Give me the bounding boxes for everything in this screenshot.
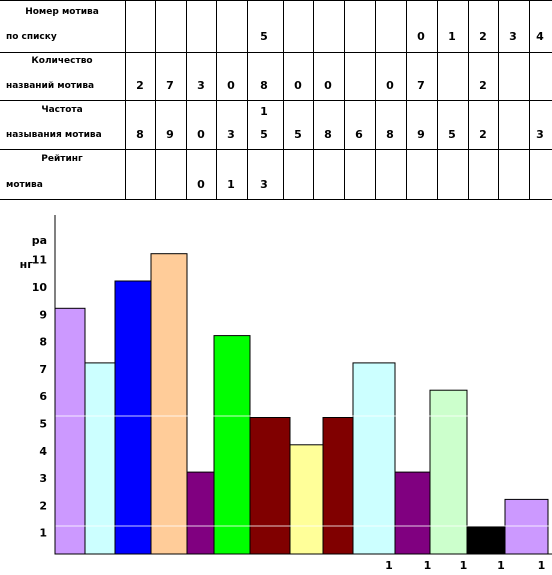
table-cell: 3 bbox=[536, 128, 544, 141]
x-tick-label: 1 bbox=[385, 559, 393, 572]
table-cell: 7 bbox=[417, 79, 425, 92]
row-label: называния мотива bbox=[6, 130, 102, 140]
table-column-border bbox=[375, 0, 376, 200]
y-tick-label: 10 bbox=[32, 281, 48, 294]
y-tick-label: 3 bbox=[39, 472, 47, 485]
y-tick-label: 4 bbox=[39, 445, 47, 458]
row-label: Номер мотива bbox=[25, 7, 99, 17]
table-column-border bbox=[344, 0, 345, 200]
table-cell: 6 bbox=[355, 128, 363, 141]
row-label: Рейтинг bbox=[41, 154, 83, 164]
y-axis-label: нг bbox=[20, 258, 34, 271]
table-border bbox=[0, 0, 552, 1]
y-tick-label: 2 bbox=[39, 499, 47, 512]
table-column-border bbox=[155, 0, 156, 200]
table-cell: 5 bbox=[294, 128, 302, 141]
bar bbox=[54, 307, 86, 555]
bar bbox=[322, 417, 354, 555]
table-border bbox=[0, 199, 552, 200]
table-cell: 0 bbox=[417, 30, 425, 43]
table-border bbox=[0, 149, 552, 150]
bar bbox=[504, 498, 549, 555]
table-cell: 3 bbox=[509, 30, 517, 43]
table-cell: 5 bbox=[448, 128, 456, 141]
table-cell: 8 bbox=[260, 79, 268, 92]
bar bbox=[352, 362, 396, 555]
table-cell: 8 bbox=[324, 128, 332, 141]
table-column-border bbox=[186, 0, 187, 200]
y-tick-label: 1 bbox=[39, 527, 47, 540]
table-cell: 7 bbox=[166, 79, 174, 92]
row-label: Частота bbox=[41, 105, 83, 115]
table-cell: 0 bbox=[294, 79, 302, 92]
table-cell: 3 bbox=[260, 178, 268, 191]
table-column-border bbox=[468, 0, 469, 200]
bar bbox=[249, 417, 291, 555]
y-tick-label: 11 bbox=[32, 254, 47, 267]
y-tick-label: 7 bbox=[39, 363, 47, 376]
x-tick-label: 1 bbox=[460, 559, 468, 572]
row-label: Количество bbox=[31, 56, 93, 66]
y-tick-label: 9 bbox=[39, 308, 47, 321]
table-border bbox=[0, 100, 552, 101]
table-column-border bbox=[437, 0, 438, 200]
table-column-border bbox=[313, 0, 314, 200]
y-axis-label: ра bbox=[32, 234, 47, 247]
row-label: мотива bbox=[6, 180, 43, 190]
table-cell: 0 bbox=[197, 178, 205, 191]
row-label: названий мотива bbox=[6, 81, 95, 91]
bar bbox=[213, 335, 251, 555]
bar bbox=[114, 280, 152, 555]
table-cell: 0 bbox=[197, 128, 205, 141]
table-cell: 2 bbox=[136, 79, 144, 92]
table-column-border bbox=[125, 0, 126, 200]
bar bbox=[186, 471, 215, 555]
table-cell: 1 bbox=[448, 30, 456, 43]
table-cell: 2 bbox=[479, 128, 487, 141]
y-tick-label: 5 bbox=[39, 418, 47, 431]
table-column-border bbox=[406, 0, 407, 200]
data-table: Номер мотива по списку Количество назван… bbox=[0, 0, 552, 200]
y-tick-label: 8 bbox=[39, 336, 47, 349]
table-cell: 0 bbox=[227, 79, 235, 92]
bar bbox=[150, 253, 188, 555]
table-cell: 4 bbox=[536, 30, 544, 43]
table-cell: 1 bbox=[260, 105, 268, 118]
bar bbox=[84, 362, 116, 555]
x-tick-label: 1 bbox=[538, 559, 546, 572]
y-tick-label: 6 bbox=[39, 390, 47, 403]
table-cell: 8 bbox=[386, 128, 394, 141]
table-column-border bbox=[283, 0, 284, 200]
row-label: по списку bbox=[6, 32, 57, 42]
table-cell: 8 bbox=[136, 128, 144, 141]
table-cell: 5 bbox=[260, 30, 268, 43]
table-cell: 1 bbox=[227, 178, 235, 191]
table-cell: 2 bbox=[479, 30, 487, 43]
table-cell: 2 bbox=[479, 79, 487, 92]
table-column-border bbox=[247, 0, 248, 200]
bar bbox=[289, 444, 324, 555]
table-column-border bbox=[216, 0, 217, 200]
table-cell: 5 bbox=[260, 128, 268, 141]
x-tick-label: 1 bbox=[497, 559, 505, 572]
table-column-border bbox=[498, 0, 499, 200]
table-cell: 3 bbox=[197, 79, 205, 92]
table-cell: 9 bbox=[166, 128, 174, 141]
table-cell: 0 bbox=[324, 79, 332, 92]
x-tick-label: 1 bbox=[424, 559, 432, 572]
table-cell: 9 bbox=[417, 128, 425, 141]
bar bbox=[394, 471, 431, 555]
table-column-border bbox=[529, 0, 530, 200]
bar bbox=[429, 389, 468, 555]
bar bbox=[466, 526, 506, 555]
table-border bbox=[0, 52, 552, 53]
table-cell: 3 bbox=[227, 128, 235, 141]
table-cell: 0 bbox=[386, 79, 394, 92]
